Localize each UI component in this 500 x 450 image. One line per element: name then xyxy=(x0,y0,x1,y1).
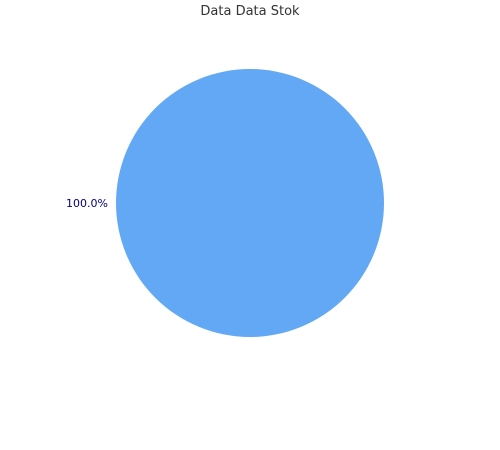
slice-label: 100.0% xyxy=(66,197,108,210)
chart-title: Data Data Stok xyxy=(200,4,300,19)
pie-slice xyxy=(116,69,384,337)
